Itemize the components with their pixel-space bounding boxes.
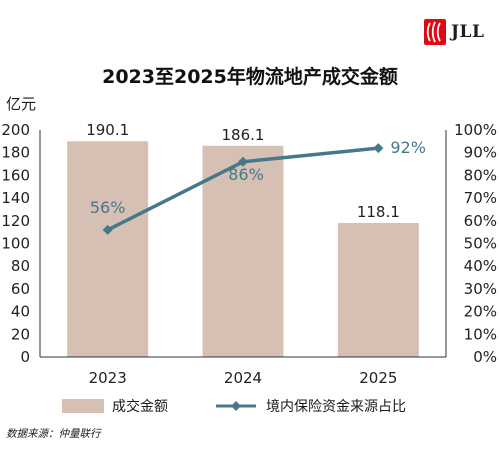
legend-bar-swatch — [62, 399, 104, 413]
left-tick-label: 140 — [1, 189, 30, 207]
left-tick-label: 100 — [1, 235, 30, 253]
line-value-label: 92% — [390, 138, 426, 157]
jll-logo: JLL — [424, 19, 484, 45]
right-tick-label: 30% — [464, 280, 497, 298]
right-tick-label: 40% — [464, 257, 497, 275]
left-tick-label: 80 — [11, 257, 30, 275]
left-tick-label: 180 — [1, 144, 30, 162]
left-tick-label: 20 — [11, 325, 30, 343]
legend-bar-label: 成交金额 — [112, 399, 168, 415]
left-tick-label: 0 — [20, 348, 30, 366]
chart-title: 2023至2025年物流地产成交金额 — [102, 66, 398, 88]
jll-flame-logo-icon — [424, 19, 446, 45]
right-tick-label: 80% — [464, 166, 497, 184]
bar-2025 — [337, 222, 419, 357]
legend-line-label: 境内保险资金来源占比 — [266, 399, 406, 415]
source-note: 数据来源：仲量联行 — [6, 428, 101, 440]
bar-2023 — [67, 141, 149, 357]
left-tick-label: 160 — [1, 166, 30, 184]
line-point-2025 — [373, 143, 384, 154]
bar-value-label: 186.1 — [222, 126, 265, 144]
brand-name: JLL — [451, 22, 485, 42]
right-tick-label: 60% — [464, 212, 497, 230]
legend: 成交金额 境内保险资金来源占比 — [62, 396, 452, 416]
x-tick-label: 2025 — [359, 369, 397, 387]
line-value-label: 56% — [90, 198, 126, 217]
right-tick-label: 100% — [454, 121, 497, 139]
line-point-2024 — [238, 156, 248, 167]
legend-line-marker — [216, 401, 256, 411]
bar-value-label: 118.1 — [357, 203, 400, 221]
left-axis-unit: 亿元 — [6, 95, 37, 113]
bar-2024 — [202, 145, 284, 357]
right-tick-label: 90% — [464, 144, 497, 162]
bar-value-label: 190.1 — [86, 121, 129, 139]
line-value-label: 86% — [228, 165, 264, 184]
x-tick-label: 2023 — [89, 369, 127, 387]
left-tick-label: 200 — [1, 121, 30, 139]
right-tick-label: 0% — [473, 348, 497, 366]
left-tick-label: 40 — [11, 303, 30, 321]
x-tick-label: 2024 — [224, 369, 262, 387]
right-tick-label: 50% — [464, 235, 497, 253]
right-tick-label: 10% — [464, 325, 497, 343]
left-tick-label: 60 — [11, 280, 30, 298]
chart-area: 0 20 40 60 80 100 120 140 160 180 200 0% 10% 20% 30% 40… — [1, 121, 497, 387]
legend-item-line: 境内保险资金来源占比 — [214, 396, 406, 416]
legend-item-bar: 成交金额 — [62, 396, 168, 416]
left-tick-label: 120 — [1, 212, 30, 230]
right-tick-label: 70% — [464, 189, 497, 207]
right-tick-label: 20% — [464, 303, 497, 321]
line-point-2023 — [102, 224, 113, 235]
